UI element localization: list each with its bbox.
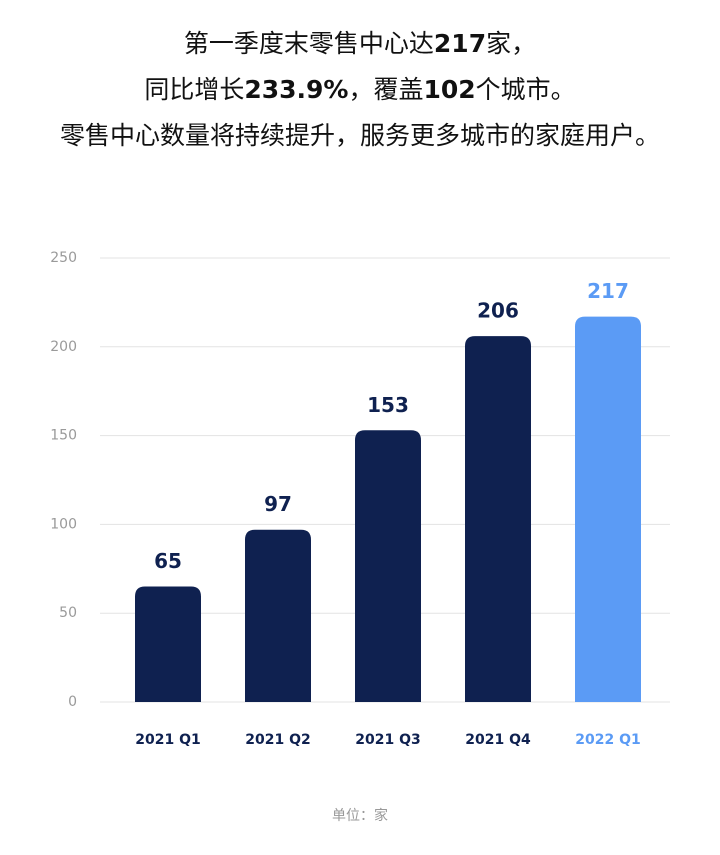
unit-note: 单位：家	[332, 807, 388, 824]
title-segment: 个城市。	[476, 75, 576, 104]
y-tick-label: 150	[50, 428, 77, 444]
title-line: 第一季度末零售中心达217家，	[184, 29, 536, 58]
y-tick-label: 200	[50, 339, 77, 355]
title-segment: ，覆盖	[348, 75, 423, 104]
value-label: 65	[154, 549, 182, 573]
value-label: 206	[477, 299, 519, 323]
title-segment: 217	[434, 29, 486, 58]
x-tick-label: 2021 Q3	[355, 732, 420, 748]
y-tick-label: 50	[59, 605, 77, 621]
title-segment: 233.9%	[244, 75, 348, 104]
bar	[575, 316, 641, 702]
title-segment: 同比增长	[144, 75, 244, 104]
title-segment: 零售中心数量将持续提升，服务更多城市的家庭用户。	[60, 121, 660, 150]
value-label: 217	[587, 279, 629, 303]
title-segment: 102	[423, 75, 475, 104]
title-line: 零售中心数量将持续提升，服务更多城市的家庭用户。	[60, 121, 660, 150]
title-line: 同比增长233.9%，覆盖102个城市。	[144, 75, 575, 104]
y-tick-label: 100	[50, 516, 77, 532]
y-tick-label: 0	[68, 694, 77, 710]
bar	[465, 336, 531, 702]
value-label: 97	[264, 492, 292, 516]
x-tick-label: 2022 Q1	[575, 732, 640, 748]
bar	[245, 529, 311, 702]
x-tick-label: 2021 Q1	[135, 732, 200, 748]
bar	[355, 430, 421, 702]
value-label: 153	[367, 393, 409, 417]
bar	[135, 586, 201, 702]
x-tick-label: 2021 Q4	[465, 732, 531, 748]
title-segment: 第一季度末零售中心达	[184, 29, 434, 58]
x-tick-label: 2021 Q2	[245, 732, 310, 748]
y-tick-label: 250	[50, 250, 77, 266]
title-segment: 家，	[486, 29, 536, 58]
